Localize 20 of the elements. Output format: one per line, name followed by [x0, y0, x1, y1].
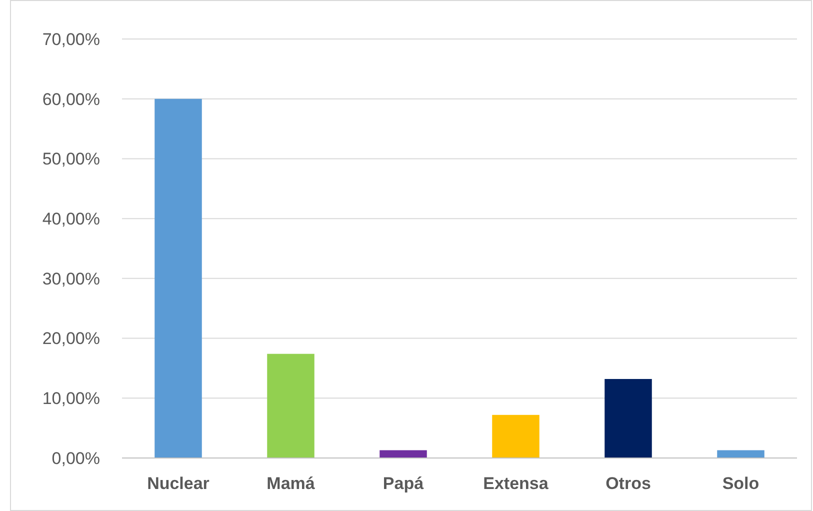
bar — [717, 450, 764, 458]
y-tick-label: 50,00% — [42, 150, 100, 169]
bar — [604, 378, 652, 458]
y-tick-label: 0,00% — [52, 448, 100, 468]
y-tick-label: 70,00% — [42, 30, 100, 49]
bar — [380, 450, 427, 458]
y-tick-label: 20,00% — [42, 329, 100, 348]
bar — [154, 98, 202, 458]
x-tick-label: Otros — [606, 474, 651, 493]
x-tick-label: Nuclear — [147, 474, 210, 493]
x-tick-label: Extensa — [483, 474, 549, 493]
x-tick-label: Mamá — [266, 474, 316, 493]
y-tick-label: 60,00% — [42, 90, 100, 109]
x-tick-label: Solo — [722, 474, 760, 493]
x-tick-label: Papá — [382, 474, 424, 493]
bar — [492, 414, 540, 458]
y-tick-label: 10,00% — [42, 389, 100, 408]
bar — [267, 354, 314, 458]
y-tick-label: 30,00% — [42, 269, 100, 288]
y-tick-label: 40,00% — [42, 210, 100, 229]
